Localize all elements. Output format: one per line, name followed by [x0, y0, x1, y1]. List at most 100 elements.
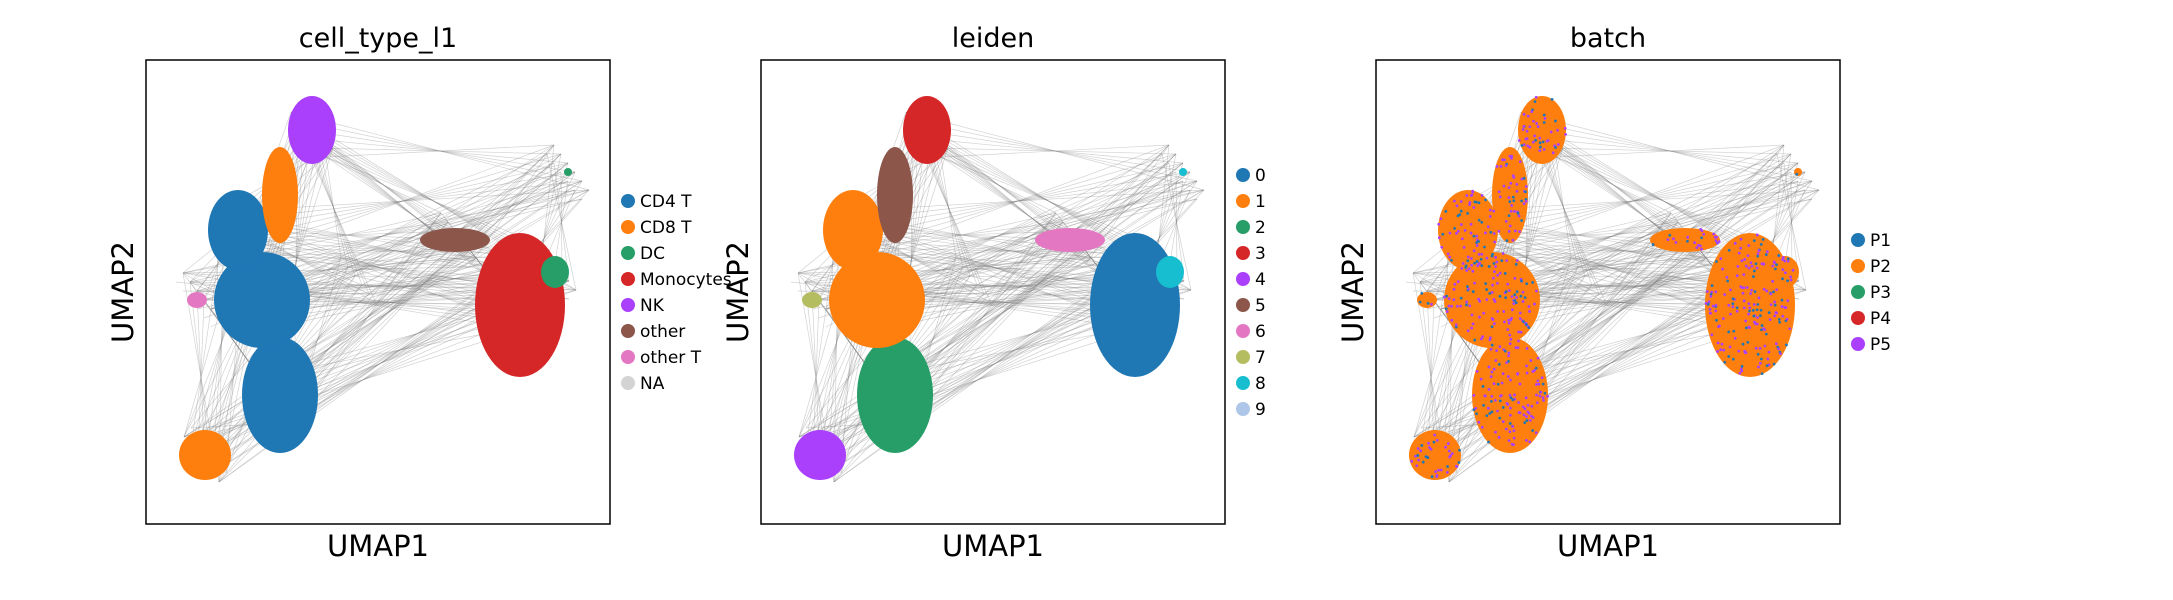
cell-point [1505, 259, 1509, 262]
graph-edge [1555, 156, 1737, 279]
scatter-cells [175, 96, 590, 483]
cell-point [1700, 236, 1703, 240]
cell-point [1462, 245, 1466, 249]
cell-point [1517, 214, 1521, 218]
cell-point [1723, 360, 1727, 364]
cell-point [1508, 224, 1512, 228]
cell-point [1700, 247, 1703, 251]
graph-edge [251, 244, 542, 258]
cell-point [1475, 412, 1478, 416]
cell-point [1505, 239, 1509, 243]
cell-point [1758, 361, 1762, 365]
cell-cluster [857, 337, 933, 453]
cell-point [1483, 231, 1487, 235]
cell-point [1744, 319, 1748, 323]
cell-point [1538, 145, 1542, 149]
cell-point [1752, 275, 1755, 278]
cell-cluster [420, 228, 490, 252]
graph-edge [190, 308, 212, 447]
cell-point [1733, 241, 1737, 245]
cell-point [1508, 200, 1512, 204]
graph-edge [275, 144, 555, 328]
graph-edge [547, 189, 576, 255]
cell-point [1531, 281, 1535, 284]
cell-point [1522, 124, 1526, 128]
cell-point [1499, 394, 1502, 398]
graph-edge [1527, 120, 1813, 182]
cell-point [1473, 281, 1477, 285]
cell-point [1785, 317, 1789, 321]
cell-point [1506, 375, 1510, 378]
cell-point [1777, 347, 1780, 351]
cell-point [1686, 239, 1689, 243]
cell-point [1540, 376, 1544, 380]
cell-point [1537, 382, 1541, 386]
cell-point [1501, 406, 1505, 409]
cell-point [1522, 143, 1526, 146]
cell-point [1492, 209, 1496, 213]
cell-cluster [1650, 228, 1720, 252]
cell-point [1471, 290, 1475, 294]
graph-edge [1484, 171, 1806, 301]
cell-point [1471, 190, 1475, 194]
graph-edge [325, 144, 555, 158]
cell-point [1507, 321, 1511, 325]
graph-edge [247, 180, 583, 292]
cell-point [1741, 342, 1745, 346]
axes-frame [760, 59, 1226, 525]
legend-swatch [1236, 272, 1250, 286]
graph-edge [1523, 212, 1672, 423]
cell-cluster [187, 292, 207, 308]
cell-point [1524, 137, 1528, 141]
cell-point [1512, 302, 1516, 306]
cell-point [1484, 198, 1487, 202]
cell-point [1753, 290, 1757, 294]
legend: 0 1 2 3 4 5 6 7 8 9 [1236, 166, 1266, 420]
cell-point [1489, 375, 1493, 379]
cell-point [1745, 286, 1749, 289]
panel-batch: batch UMAP1 UMAP2 P1 P2 P3 P4 P5 [1230, 0, 1930, 600]
graph-edge [204, 230, 456, 465]
cell-point [1524, 396, 1528, 400]
graph-edge [955, 257, 1085, 268]
cell-point [1427, 441, 1430, 445]
cell-point [1467, 267, 1471, 271]
cell-point [1488, 215, 1492, 218]
cell-point [1759, 308, 1763, 312]
graph-edge [553, 162, 570, 282]
graph-edge [318, 147, 449, 223]
cell-point [1735, 306, 1739, 310]
cell-point [1525, 347, 1529, 350]
cell-point [1786, 257, 1790, 261]
cell-point [1507, 196, 1511, 200]
cell-point [1726, 279, 1730, 283]
cell-point [1468, 304, 1472, 308]
cell-point [1714, 309, 1718, 313]
cell-point [1465, 300, 1469, 304]
graph-edge [325, 156, 342, 259]
cell-point [1518, 311, 1522, 315]
graph-edge [1413, 257, 1707, 438]
graph-edge [286, 153, 562, 414]
cell-point [1504, 290, 1508, 294]
cell-point [1746, 340, 1750, 344]
cell-point [1750, 288, 1754, 292]
graph-edge [1491, 162, 1799, 310]
graph-edge [933, 147, 964, 268]
cell-point [1497, 363, 1501, 366]
plot-title: batch [1570, 23, 1646, 54]
cell-point [1674, 241, 1678, 244]
graph-edge [1584, 248, 1686, 277]
cell-point [1500, 259, 1504, 263]
cell-point [1508, 333, 1512, 337]
graph-edge [852, 238, 1136, 297]
x-axis-label: UMAP1 [942, 529, 1044, 563]
cell-point [1414, 454, 1417, 458]
legend-swatch [1236, 298, 1250, 312]
graph-edge [908, 144, 1170, 423]
graph-edge [1509, 162, 1799, 405]
graph-edge [440, 180, 583, 232]
cell-point [1470, 313, 1474, 317]
cell-point [1520, 144, 1524, 147]
cell-point [1520, 219, 1524, 222]
